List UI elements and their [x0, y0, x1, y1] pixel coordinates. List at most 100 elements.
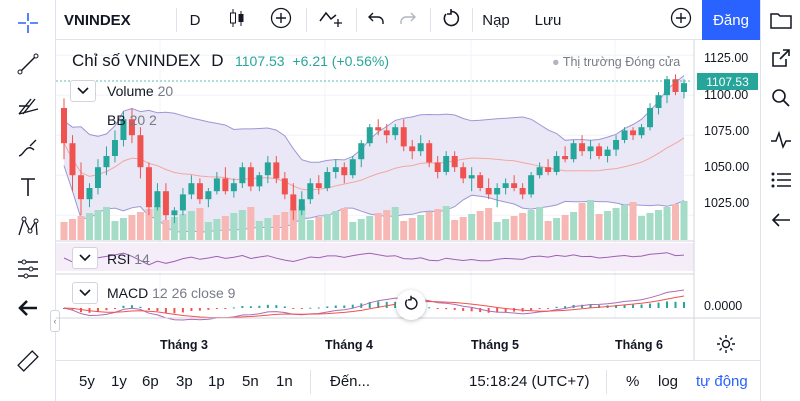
- volume-bar: [536, 207, 544, 240]
- percent-toggle[interactable]: %: [626, 373, 640, 390]
- market-status-text: Thị trường Đóng cửa: [562, 55, 681, 69]
- arrow-left-icon[interactable]: [765, 204, 797, 236]
- clock[interactable]: 15:18:24 (UTC+7): [469, 373, 590, 390]
- macd-histogram-bar: [436, 308, 439, 310]
- volume-bar: [153, 206, 161, 240]
- range-6p[interactable]: 6p: [142, 373, 159, 390]
- add-button[interactable]: [666, 0, 696, 40]
- volume-bar: [204, 222, 212, 240]
- add-indicator-button[interactable]: [264, 0, 298, 40]
- symbol-search[interactable]: VNINDEX: [64, 11, 131, 29]
- volume-bar: [136, 212, 144, 240]
- candle-body: [196, 183, 203, 200]
- back-arrow-icon[interactable]: [8, 291, 48, 325]
- volume-bar: [391, 207, 399, 240]
- volume-bar: [638, 216, 646, 240]
- bollinger-upper-line: [63, 75, 685, 163]
- volume-bar: [476, 211, 484, 240]
- pattern-icon[interactable]: [8, 210, 48, 244]
- volume-bar: [493, 222, 501, 240]
- range-5y[interactable]: 5y: [79, 373, 95, 390]
- external-link-icon[interactable]: [765, 42, 797, 74]
- crosshair-icon[interactable]: [8, 6, 48, 40]
- candle-body: [672, 79, 679, 92]
- bb-legend[interactable]: BB 20 2: [107, 112, 157, 128]
- time-tick: Tháng 6: [615, 338, 663, 352]
- candle-body: [519, 188, 526, 195]
- candle-body: [171, 210, 178, 216]
- reset-button[interactable]: [436, 0, 466, 40]
- measure-group-icon[interactable]: [8, 252, 48, 286]
- macd-histogram-bar: [122, 305, 125, 308]
- folder-icon[interactable]: [765, 4, 797, 36]
- redo-button[interactable]: [394, 0, 422, 40]
- macd-histogram-bar: [555, 306, 558, 308]
- range-1p[interactable]: 1p: [208, 373, 225, 390]
- volume-bar: [417, 215, 425, 240]
- range-5n[interactable]: 5n: [242, 373, 259, 390]
- chart-settings-button[interactable]: [716, 334, 738, 356]
- collapse-legend-button[interactable]: [70, 80, 96, 102]
- candle-body: [162, 191, 169, 216]
- candle-body: [587, 146, 594, 152]
- volume-bar: [646, 213, 654, 240]
- refresh-icon: [441, 8, 461, 32]
- divider: [310, 370, 311, 394]
- auto-scale-toggle[interactable]: tự động: [696, 373, 748, 390]
- collapse-toolbar-icon[interactable]: ‹: [50, 310, 60, 332]
- macd-label: MACD: [107, 285, 149, 301]
- candle-body: [460, 167, 467, 179]
- collapse-macd-button[interactable]: [72, 282, 98, 304]
- log-toggle[interactable]: log: [658, 373, 679, 390]
- compare-button[interactable]: [314, 0, 348, 40]
- range-3p[interactable]: 3p: [176, 373, 193, 390]
- volume-bar: [680, 201, 688, 240]
- volume-bar: [196, 208, 204, 240]
- volume-bar: [111, 221, 119, 240]
- macd-histogram-bar: [530, 308, 533, 311]
- macd-histogram-bar: [385, 301, 388, 308]
- interval-button[interactable]: D: [189, 11, 201, 29]
- undo-button[interactable]: [362, 0, 390, 40]
- chart-canvas[interactable]: [56, 40, 760, 360]
- login-button[interactable]: Đăng: [702, 0, 760, 40]
- range-1y[interactable]: 1y: [111, 373, 127, 390]
- save-button[interactable]: Lưu: [534, 11, 562, 29]
- volume-bar: [434, 209, 442, 240]
- trend-line-icon[interactable]: [8, 47, 48, 81]
- macd-histogram-bar: [445, 308, 448, 310]
- list-icon[interactable]: [765, 164, 797, 196]
- candle-body: [562, 156, 569, 160]
- volume-bar: [323, 214, 331, 240]
- candle-style-button[interactable]: [220, 0, 254, 40]
- brush-icon[interactable]: [8, 131, 48, 165]
- volume-bar: [612, 208, 620, 240]
- reset-chart-button[interactable]: [396, 290, 426, 320]
- volume-bar: [85, 213, 93, 240]
- rsi-legend[interactable]: RSI 14: [107, 251, 150, 267]
- volume-bar: [306, 220, 314, 240]
- volume-bar: [663, 207, 671, 240]
- pulse-icon[interactable]: [765, 124, 797, 156]
- range-1n[interactable]: 1n: [276, 373, 293, 390]
- volume-bar: [349, 222, 357, 240]
- candle-body: [434, 162, 441, 172]
- ruler-icon[interactable]: [8, 344, 48, 378]
- candle-body: [545, 167, 552, 172]
- legend-change: +6.21 (+0.56%): [292, 53, 389, 69]
- volume-bar: [102, 207, 110, 240]
- macd-histogram-bar: [283, 306, 286, 308]
- goto-date-button[interactable]: Đến...: [330, 373, 371, 390]
- search-icon[interactable]: [765, 82, 797, 114]
- text-tool-icon[interactable]: [8, 170, 48, 204]
- macd-histogram-bar: [224, 308, 227, 309]
- chevron-down-icon: [79, 249, 91, 267]
- divider: [430, 8, 431, 32]
- chevron-down-icon: [77, 82, 89, 100]
- macd-histogram-bar: [394, 301, 397, 308]
- pitchfork-icon[interactable]: [8, 89, 48, 123]
- collapse-rsi-button[interactable]: [72, 247, 98, 269]
- load-button[interactable]: Nạp: [482, 11, 510, 29]
- volume-legend[interactable]: Volume 20: [107, 83, 173, 99]
- macd-legend[interactable]: MACD 12 26 close 9: [107, 285, 235, 301]
